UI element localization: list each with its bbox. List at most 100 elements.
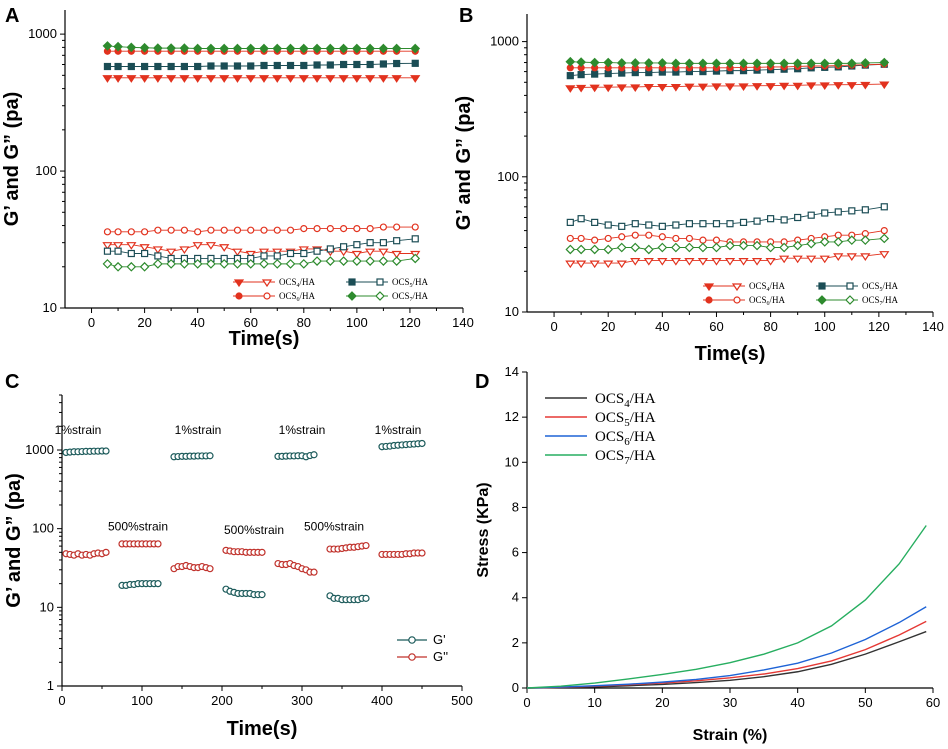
- legend-label: OCS7/HA: [595, 448, 656, 467]
- data-point: [167, 226, 175, 234]
- data-point: [154, 540, 162, 548]
- data-point: [589, 244, 600, 255]
- data-point: [152, 75, 163, 83]
- data-point: [725, 240, 735, 251]
- data-point: [300, 249, 308, 258]
- data-point: [245, 259, 256, 269]
- data-point: [779, 242, 789, 253]
- legend-marker: [817, 295, 827, 305]
- data-point: [194, 228, 202, 236]
- data-point: [139, 42, 150, 53]
- legend-marker: [375, 291, 385, 301]
- data-point: [565, 85, 576, 93]
- x-tick-label: 500: [451, 693, 473, 708]
- x-axis-title: Time(s): [227, 718, 298, 740]
- data-point: [658, 222, 666, 230]
- legend-marker: [703, 283, 715, 292]
- data-point: [153, 259, 163, 269]
- data-point: [819, 237, 830, 247]
- data-point: [179, 43, 190, 53]
- data-point: [752, 240, 762, 251]
- data-point: [338, 256, 349, 266]
- data-point: [393, 223, 401, 231]
- x-tick-label: 140: [452, 315, 474, 330]
- data-point: [860, 235, 871, 245]
- data-point: [273, 226, 281, 234]
- data-point: [247, 62, 255, 70]
- data-point: [219, 75, 230, 83]
- data-point: [391, 250, 402, 259]
- data-point: [577, 234, 585, 243]
- data-point: [180, 62, 188, 71]
- data-point: [658, 233, 666, 241]
- data-point: [300, 61, 308, 70]
- data-point: [180, 226, 188, 234]
- data-point: [126, 75, 137, 83]
- data-point: [260, 61, 268, 70]
- legend-marker: [733, 296, 741, 304]
- data-point: [362, 594, 370, 602]
- data-point: [603, 260, 614, 269]
- data-point: [738, 257, 749, 266]
- data-point: [285, 43, 296, 54]
- data-point: [846, 253, 857, 261]
- legend-marker: [233, 279, 245, 288]
- data-point: [139, 244, 150, 252]
- data-point: [819, 82, 830, 91]
- data-point: [365, 43, 375, 54]
- x-tick-label: 40: [190, 315, 204, 330]
- annotation: 1%strain: [55, 423, 102, 437]
- data-point: [671, 242, 681, 253]
- data-point: [566, 234, 574, 243]
- data-point: [418, 439, 426, 448]
- data-point: [779, 82, 790, 91]
- legend-label: OCS6/HA: [279, 291, 316, 303]
- data-point: [712, 220, 721, 228]
- data-point: [154, 580, 162, 588]
- data-point: [232, 248, 243, 257]
- legend-label: OCS7/HA: [392, 291, 429, 303]
- data-point: [325, 75, 336, 83]
- legend-marker: [731, 283, 743, 292]
- data-point: [618, 222, 626, 230]
- y-tick-label: 6: [512, 545, 519, 560]
- data-point: [152, 246, 163, 255]
- data-point: [379, 223, 387, 231]
- data-point: [258, 591, 266, 599]
- legend-label: OCS4/HA: [749, 281, 786, 293]
- annotation: 500%strain: [304, 519, 364, 533]
- data-point: [139, 261, 150, 272]
- data-point: [738, 58, 749, 69]
- data-point: [232, 75, 243, 83]
- data-point: [126, 42, 137, 53]
- legend-marker: [705, 296, 713, 304]
- x-tick-label: 120: [868, 319, 890, 334]
- x-tick-label: 60: [709, 319, 723, 334]
- data-point: [141, 249, 149, 258]
- data-point: [725, 58, 735, 69]
- x-tick-label: 300: [291, 693, 313, 708]
- data-point: [313, 225, 321, 233]
- data-point: [298, 43, 309, 54]
- data-point: [846, 82, 857, 90]
- data-point: [353, 241, 361, 249]
- data-point: [219, 244, 230, 252]
- data-point: [739, 218, 748, 226]
- y-tick-label: 10: [505, 454, 519, 469]
- legend-marker: [845, 295, 855, 305]
- legend-marker: [818, 282, 826, 290]
- x-tick-label: 40: [790, 695, 804, 710]
- data-point: [362, 541, 370, 550]
- y-tick-label: 100: [32, 521, 54, 536]
- data-point: [833, 237, 844, 247]
- x-tick-label: 100: [131, 693, 153, 708]
- chart-panel-d: D 0 10 20 30 40 50 60 0 2 4 6 8 10 12 14 Strain (%) Stres…: [475, 364, 940, 744]
- data-point: [141, 62, 149, 71]
- y-tick-label: 2: [512, 635, 519, 650]
- series-line-1: [526, 620, 927, 689]
- data-point: [566, 218, 574, 226]
- annotation: 500%strain: [224, 523, 284, 537]
- data-point: [126, 261, 137, 272]
- data-point: [879, 57, 890, 68]
- data-point: [591, 218, 599, 226]
